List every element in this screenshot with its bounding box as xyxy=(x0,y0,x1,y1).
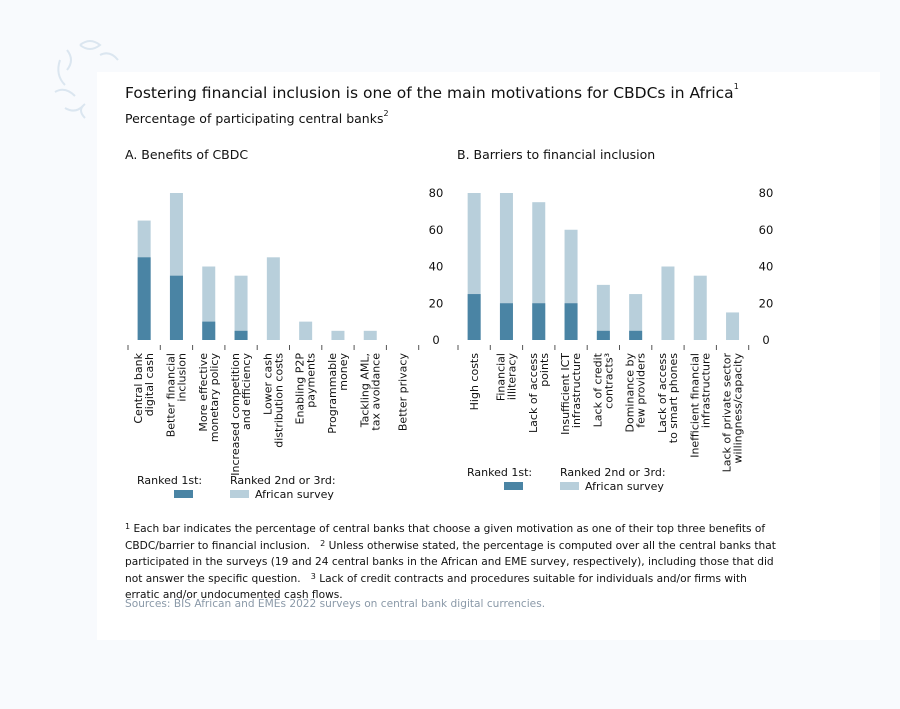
y-tick-label: 40 xyxy=(759,260,774,274)
panel-title: B. Barriers to financial inclusion xyxy=(457,147,655,162)
legend-ranked-1st-swatch xyxy=(504,482,523,490)
legend-ranked-2nd-3rd-swatch xyxy=(560,482,579,490)
x-category-label: Central bank xyxy=(132,352,145,423)
x-category-label: Better financial xyxy=(164,353,177,437)
bar-ranked-1st xyxy=(499,303,513,340)
y-tick-label: 60 xyxy=(429,223,444,237)
x-category-label: to smart phones xyxy=(667,353,680,443)
x-category-label: illiteracy xyxy=(505,353,518,401)
title-footnote-mark: 1 xyxy=(733,82,739,91)
x-category-label: digital cash xyxy=(143,353,156,416)
bar-ranked-2nd-3rd xyxy=(266,257,280,340)
bar-ranked-2nd-3rd xyxy=(726,312,740,340)
y-tick-label: 60 xyxy=(759,223,774,237)
bar-ranked-1st xyxy=(202,321,216,340)
x-category-label: tax avoidance xyxy=(369,353,382,431)
footnotes: 1 Each bar indicates the percentage of c… xyxy=(125,521,780,604)
bar-ranked-1st xyxy=(467,294,481,340)
bar-ranked-1st xyxy=(137,257,151,340)
bar-ranked-1st xyxy=(234,330,248,340)
legend-ranked-2nd-3rd-label: Ranked 2nd or 3rd: xyxy=(230,474,336,487)
x-category-label: infrastructure xyxy=(570,353,583,428)
footnote-mark: 3 xyxy=(310,571,316,581)
x-category-label: money xyxy=(337,353,350,391)
x-category-label: Programmable xyxy=(326,353,339,434)
x-category-label: Inefficient financial xyxy=(688,353,701,458)
bar-ranked-1st xyxy=(564,303,578,340)
x-category-label: willingness/capacity xyxy=(732,353,745,464)
x-category-label: Lower cash xyxy=(261,353,274,415)
footnote-1: Each bar indicates the percentage of cen… xyxy=(125,523,766,552)
bar-ranked-2nd-3rd xyxy=(331,330,345,340)
x-category-label: infrastructure xyxy=(699,353,712,428)
bar-ranked-1st xyxy=(532,303,546,340)
x-category-label: Lack of access xyxy=(527,353,540,433)
chart-subtitle: Percentage of participating central bank… xyxy=(125,109,389,126)
x-category-label: inclusion xyxy=(175,353,188,402)
x-category-label: distribution costs xyxy=(272,353,285,448)
x-category-label: Financial xyxy=(494,353,507,401)
y-tick-label: 20 xyxy=(759,296,774,310)
footnote-3: Lack of credit contracts and procedures … xyxy=(125,572,747,602)
x-category-label: Lack of credit xyxy=(591,352,604,427)
bar-ranked-2nd-3rd xyxy=(234,275,248,340)
x-category-label: and efficiency xyxy=(240,353,253,430)
y-tick-label: 80 xyxy=(429,186,444,200)
x-category-label: points xyxy=(538,353,551,387)
legend-ranked-2nd-3rd-swatch xyxy=(230,490,249,498)
footnote-mark: 1 xyxy=(125,522,131,531)
legend-ranked-1st-swatch xyxy=(174,490,193,498)
x-category-label: Increased competition xyxy=(229,353,242,476)
bar-ranked-2nd-3rd xyxy=(693,275,707,340)
subtitle-text: Percentage of participating central bank… xyxy=(125,111,384,126)
x-category-label: monetary policy xyxy=(208,353,221,443)
legend-survey-label: African survey xyxy=(255,488,334,501)
x-category-label: High costs xyxy=(468,353,481,411)
y-tick-label: 80 xyxy=(759,186,774,200)
bar-ranked-2nd-3rd xyxy=(363,330,377,340)
x-category-label: More effective xyxy=(197,353,210,432)
chart-title: Fostering financial inclusion is one of … xyxy=(125,82,739,102)
logo-watermark xyxy=(54,40,119,119)
legend-survey-label: African survey xyxy=(585,480,664,493)
chart-panel xyxy=(97,72,880,640)
bar-ranked-2nd-3rd xyxy=(661,266,675,340)
y-tick-label: 20 xyxy=(429,296,444,310)
x-category-label: payments xyxy=(305,353,318,408)
legend-ranked-2nd-3rd-label: Ranked 2nd or 3rd: xyxy=(560,466,666,479)
y-tick-label: 40 xyxy=(429,260,444,274)
x-category-label: Enabling P2P xyxy=(294,353,307,425)
x-category-label: Lack of private sector xyxy=(721,353,734,473)
footnote-mark: 2 xyxy=(320,538,326,548)
x-category-label: Tackling AML, xyxy=(358,353,371,428)
bar-ranked-1st xyxy=(596,330,610,340)
legend-ranked-1st-label: Ranked 1st: xyxy=(467,466,532,479)
legend-ranked-1st-label: Ranked 1st: xyxy=(137,474,202,487)
bar-ranked-2nd-3rd xyxy=(629,294,643,340)
footnote-2: Unless otherwise stated, the percentage … xyxy=(125,539,776,585)
bar-ranked-2nd-3rd xyxy=(299,321,313,340)
bar-ranked-2nd-3rd xyxy=(596,284,610,340)
x-category-label: contracts³ xyxy=(602,353,615,409)
panel-title: A. Benefits of CBDC xyxy=(125,147,248,162)
title-text: Fostering financial inclusion is one of … xyxy=(125,84,734,102)
y-tick-label: 0 xyxy=(762,333,769,347)
bar-ranked-1st xyxy=(629,330,643,340)
x-category-label: Insufficient ICT xyxy=(559,353,572,435)
x-category-label: Lack of access xyxy=(656,353,669,433)
x-category-label: Better privacy xyxy=(397,353,410,432)
y-tick-label: 0 xyxy=(432,333,439,347)
sources: Sources: BIS African and EMEs 2022 surve… xyxy=(125,598,546,610)
x-category-label: few providers xyxy=(635,353,648,428)
bar-ranked-1st xyxy=(169,275,183,340)
x-category-label: Dominance by xyxy=(624,353,637,433)
subtitle-footnote-mark: 2 xyxy=(383,109,389,118)
